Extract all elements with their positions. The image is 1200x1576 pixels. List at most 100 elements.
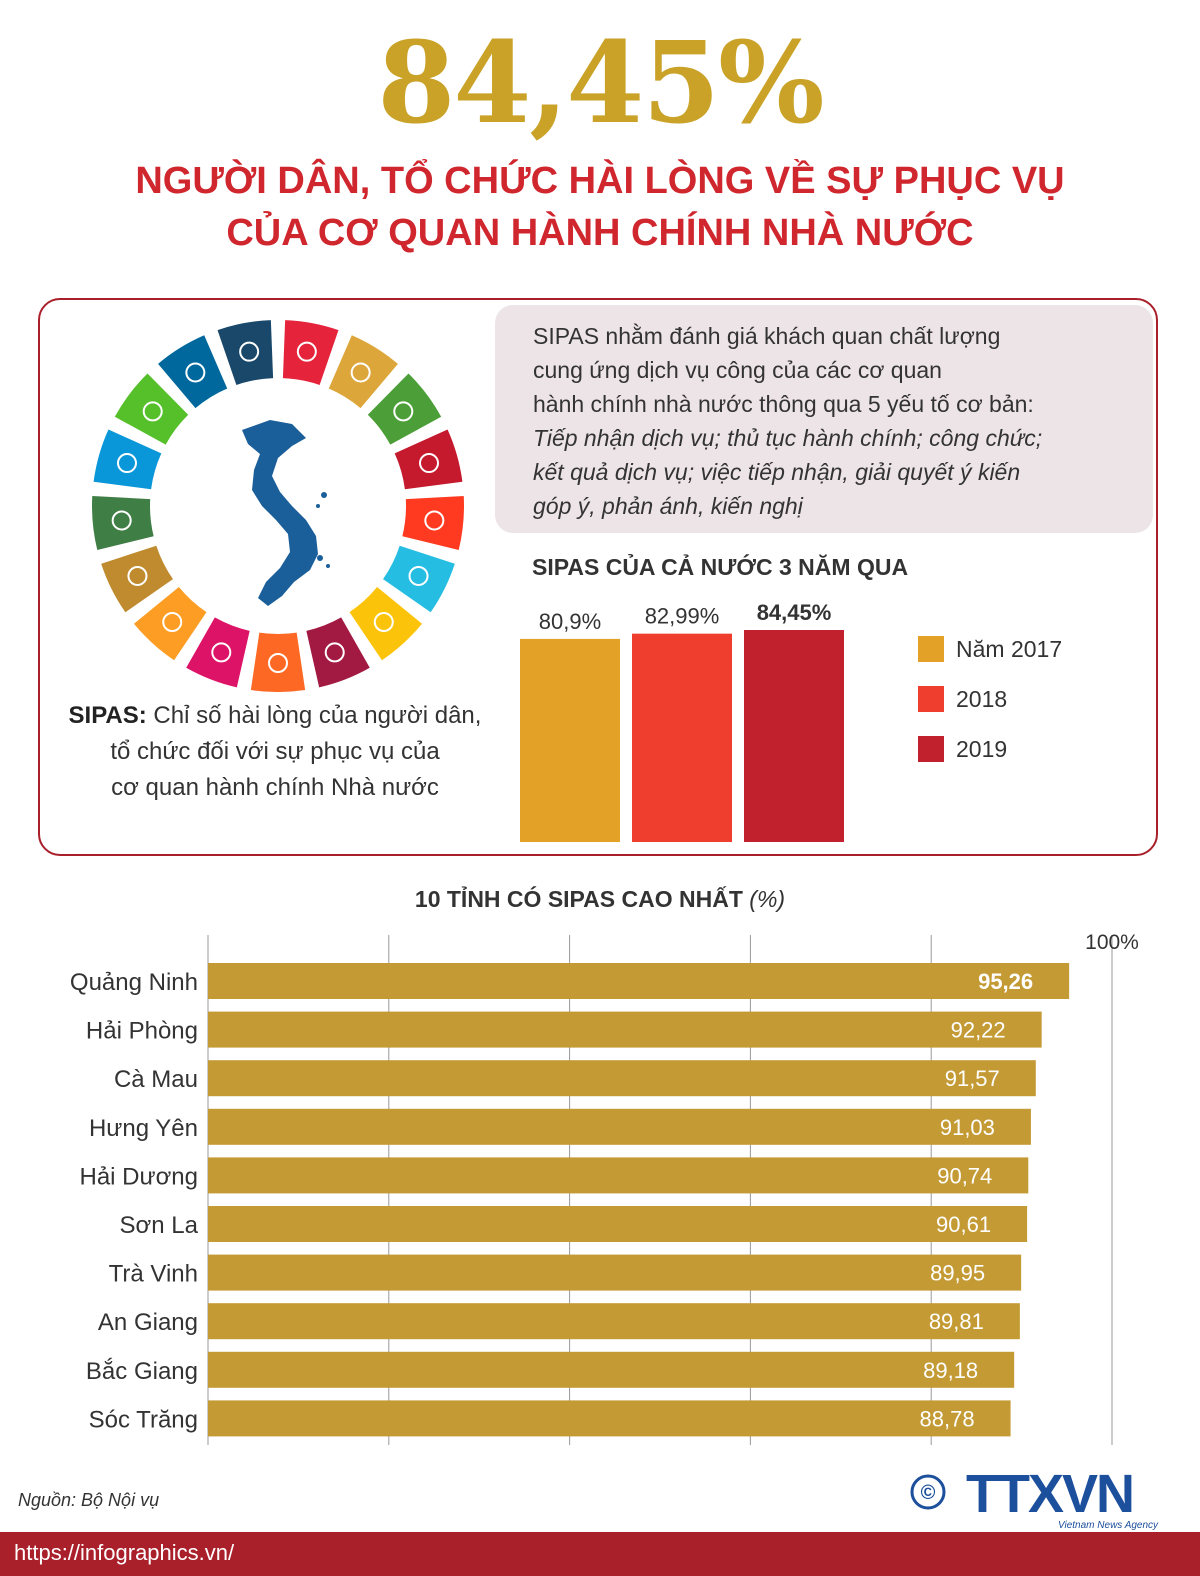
sipas-summary-card (38, 298, 1158, 856)
province-name-label: An Giang (98, 1309, 198, 1336)
province-value-label: 91,03 (940, 1115, 995, 1140)
legend-item-2018: 2018 (918, 674, 1062, 724)
headline-percentage: 84,45% (377, 18, 824, 149)
province-name-label: Trà Vinh (109, 1261, 198, 1288)
legend-label: 2018 (956, 685, 1008, 712)
paracel-islands-icon (321, 492, 327, 498)
legend-item-2019: 2019 (918, 724, 1062, 774)
province-bar (208, 1400, 1011, 1437)
sdg-goal-tile (328, 335, 398, 409)
sdg-goal-tile (367, 373, 442, 445)
national-chart-legend: Năm 2017 2018 2019 (918, 624, 1062, 774)
province-value-label: 89,18 (923, 1358, 978, 1383)
description-line: cung ứng dịch vụ công của các cơ quan (533, 357, 942, 383)
province-chart-title-unit: (%) (749, 886, 786, 912)
legend-swatch (918, 686, 944, 712)
sdg-goal-tile (133, 587, 207, 661)
sdg-goal-tile (101, 545, 173, 613)
province-value-label: 92,22 (951, 1018, 1006, 1043)
national-bar-Năm 2017 (520, 638, 620, 842)
sdg-goal-icon (408, 565, 429, 586)
province-name-label: Cà Mau (114, 1066, 198, 1093)
province-sipas-bar-chart: 100% Quảng Ninh 95,26 Hải Phòng 92,22 Cà Mau 9… (70, 931, 1139, 1445)
province-value-label: 91,57 (945, 1066, 1000, 1091)
source-note: Nguồn: Bộ Nội vụ (18, 1490, 160, 1510)
province-bar (208, 1206, 1028, 1242)
legend-label: 2019 (956, 735, 1008, 762)
sdg-goal-tile (158, 335, 228, 409)
definition-text: tổ chức đối với sự phục vụ của (110, 738, 440, 765)
sdg-goal-tile (186, 617, 250, 688)
province-name-label: Hưng Yên (89, 1115, 198, 1142)
sdg-goal-icon (419, 453, 440, 474)
national-sipas-bar-chart: 80,9% 82,99% 84,45% (520, 600, 844, 842)
province-bar (208, 1254, 1022, 1291)
sdg-goal-icon (350, 362, 371, 383)
sdg-goal-tile (217, 320, 274, 385)
national-chart-title: SIPAS CỦA CẢ NƯỚC 3 NĂM QUA (532, 554, 909, 580)
province-name-label: Hải Phòng (86, 1018, 198, 1045)
province-bar (208, 1108, 1031, 1145)
province-name-label: Sóc Trăng (89, 1406, 198, 1433)
sdg-goal-icon (424, 510, 445, 531)
sdg-goal-tile (394, 429, 463, 490)
sipas-definition: SIPAS: Chỉ số hài lòng của người dân, tổ… (45, 698, 505, 806)
logo-copyright-symbol: © (921, 1482, 936, 1504)
description-factors-line: góp ý, phản ánh, kiến nghị (533, 493, 803, 519)
province-bar (208, 1011, 1042, 1048)
axis-max-label: 100% (1085, 931, 1139, 954)
description-line: SIPAS nhằm đánh giá khách quan chất lượn… (533, 323, 1001, 349)
province-value-label: 88,78 (920, 1406, 975, 1431)
definition-text: Chỉ số hài lòng của người dân, (146, 702, 482, 729)
headline-line-1: NGƯỜI DÂN, TỔ CHỨC HÀI LÒNG VỀ SỰ PHỤC V… (135, 160, 1065, 202)
legend-swatch (918, 636, 944, 662)
province-value-label: 90,74 (937, 1163, 992, 1188)
sdg-goal-icon (296, 341, 317, 362)
province-value-label: 90,61 (936, 1212, 991, 1237)
sdg-goal-icon (111, 510, 132, 531)
sdg-goal-icon (127, 565, 148, 586)
province-chart-title: 10 TỈNH CÓ SIPAS CAO NHẤT (%) (0, 886, 1200, 913)
province-name-label: Quảng Ninh (70, 969, 198, 996)
sdg-goal-tile (250, 632, 306, 692)
definition-text: cơ quan hành chính Nhà nước (111, 774, 439, 801)
sdg-goal-tile (282, 320, 339, 385)
sdg-goal-tile (349, 587, 423, 661)
sdg-goal-icon (373, 612, 394, 633)
sdg-goal-tile (402, 495, 464, 550)
province-bar (208, 1303, 1020, 1340)
province-name-label: Hải Dương (79, 1163, 198, 1190)
national-bar-value-label: 80,9% (539, 609, 601, 634)
sdg-goal-tile (306, 617, 370, 688)
sdg-goal-tile (92, 495, 154, 550)
province-bar (208, 1351, 1015, 1388)
province-value-label: 89,81 (929, 1309, 984, 1334)
province-chart-title-text: 10 TỈNH CÓ SIPAS CAO NHẤT (414, 886, 743, 912)
national-bar-2018 (632, 633, 732, 842)
sdg-goal-icon (162, 612, 183, 633)
vietnam-map-icon (242, 420, 318, 606)
footer-url-link[interactable]: https://infographics.vn/ (14, 1540, 235, 1565)
national-bar-value-label: 84,45% (757, 600, 832, 625)
province-bar (208, 1060, 1036, 1097)
province-name-label: Sơn La (120, 1212, 199, 1239)
sdg-goal-tile (383, 545, 455, 613)
national-bar-value-label: 82,99% (645, 604, 720, 629)
sdg-goal-icon (239, 341, 260, 362)
headline-line-2: CỦA CƠ QUAN HÀNH CHÍNH NHÀ NƯỚC (226, 212, 974, 254)
sdg-goal-tile (114, 373, 189, 445)
sipas-description-box: SIPAS nhằm đánh giá khách quan chất lượn… (495, 305, 1153, 533)
sipas-term: SIPAS: (68, 702, 147, 729)
province-name-label: Bắc Giang (86, 1358, 198, 1385)
legend-item-2017: Năm 2017 (918, 624, 1062, 674)
sdg-goal-tile (93, 429, 162, 490)
footer-url-bar: https://infographics.vn/ (0, 1532, 1200, 1576)
sdg-goal-icon (185, 362, 206, 383)
spratly-islands-icon (317, 555, 323, 561)
national-bar-2019 (744, 630, 844, 842)
sdg-goal-icon (116, 453, 137, 474)
sdg-goal-icon (393, 401, 414, 422)
logo-tagline: Vietnam News Agency (1058, 1520, 1159, 1531)
sdg-wheel-with-vietnam-map-icon (92, 320, 464, 692)
sdg-goal-icon (211, 642, 232, 663)
